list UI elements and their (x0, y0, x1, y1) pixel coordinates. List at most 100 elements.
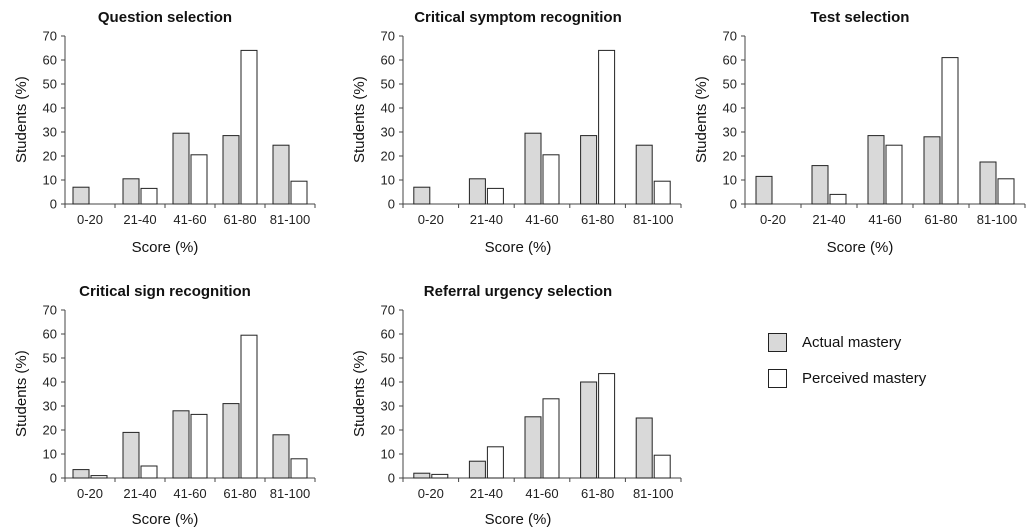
x-tick-label: 61-80 (924, 212, 957, 227)
y-tick-label: 70 (43, 303, 57, 318)
bar-actual-mastery (413, 186, 431, 205)
bar-perceived-mastery (997, 178, 1015, 205)
bar-perceived-mastery (598, 373, 616, 479)
bar-actual-mastery (468, 178, 486, 205)
y-tick-label: 20 (43, 423, 57, 438)
x-tick-label: 81-100 (633, 486, 673, 501)
y-tick-label: 30 (381, 125, 395, 140)
bar-actual-mastery (755, 175, 773, 205)
y-tick-label: 10 (723, 173, 737, 188)
y-tick-label: 30 (43, 125, 57, 140)
x-tick-label: 21-40 (470, 212, 503, 227)
bar-perceived-mastery (190, 154, 208, 205)
chart-title: Referral urgency selection (423, 283, 613, 300)
bar-perceived-mastery (290, 180, 308, 205)
x-tick-label: 21-40 (123, 212, 156, 227)
bar-perceived-mastery (140, 465, 158, 479)
y-tick-label: 10 (43, 447, 57, 462)
legend-swatch-actual (768, 333, 787, 352)
y-tick-label: 60 (381, 53, 395, 68)
x-tick-label: 41-60 (173, 212, 206, 227)
bar-actual-mastery (122, 178, 140, 205)
x-tick-label: 61-80 (223, 486, 256, 501)
bar-actual-mastery (524, 416, 542, 479)
bar-actual-mastery (122, 431, 140, 479)
bar-actual-mastery (72, 186, 90, 205)
chart-plot: 0 10 20 30 40 50 60 70 0-20 21-40 41-60 61-80 81-100 (43, 303, 316, 501)
y-tick-label: 30 (723, 125, 737, 140)
bar-actual-mastery (811, 165, 829, 205)
x-tick-label: 41-60 (525, 212, 558, 227)
x-tick-label: 21-40 (123, 486, 156, 501)
chart-critical-sign-recognition: Critical sign recognition 0 10 20 30 40 50 60 7… (10, 283, 320, 529)
x-tick-label: 0-20 (418, 212, 444, 227)
legend-swatch-perceived (768, 369, 787, 388)
bar-perceived-mastery (240, 334, 258, 479)
y-axis-label: Students (%) (13, 350, 30, 437)
y-tick-label: 0 (50, 471, 57, 486)
x-tick-label: 0-20 (760, 212, 786, 227)
y-tick-label: 0 (50, 197, 57, 212)
x-axis-label: Score (%) (484, 511, 552, 528)
x-tick-label: 61-80 (581, 486, 614, 501)
y-tick-label: 40 (381, 375, 395, 390)
bar-actual-mastery (222, 403, 240, 479)
y-tick-label: 60 (43, 327, 57, 342)
y-tick-label: 40 (381, 101, 395, 116)
y-tick-label: 50 (381, 77, 395, 92)
bar-actual-mastery (172, 132, 190, 205)
bar-actual-mastery (172, 410, 190, 479)
y-tick-label: 60 (723, 53, 737, 68)
legend-label: Perceived mastery (802, 370, 927, 387)
x-tick-label: 61-80 (223, 212, 256, 227)
y-tick-label: 20 (43, 149, 57, 164)
x-axis-label: Score (%) (131, 239, 199, 256)
bar-actual-mastery (524, 132, 542, 205)
x-tick-label: 81-100 (977, 212, 1017, 227)
bar-actual-mastery (867, 135, 885, 205)
y-tick-label: 50 (723, 77, 737, 92)
bar-perceived-mastery (542, 154, 560, 205)
x-axis-label: Score (%) (826, 239, 894, 256)
y-tick-label: 30 (43, 399, 57, 414)
bar-perceived-mastery (885, 144, 903, 205)
y-tick-label: 50 (43, 77, 57, 92)
bar-perceived-mastery (90, 475, 108, 479)
x-tick-label: 81-100 (270, 212, 310, 227)
y-tick-label: 60 (43, 53, 57, 68)
chart-plot: 0 10 20 30 40 50 60 70 0-20 21-40 41-60 61-80 81-100 (723, 29, 1026, 227)
legend-label: Actual mastery (802, 334, 902, 351)
chart-plot: 0 10 20 30 40 50 60 70 0-20 21-40 41-60 61-80 81-100 (43, 29, 316, 227)
chart-title: Question selection (97, 9, 233, 26)
y-tick-label: 20 (381, 149, 395, 164)
y-tick-label: 20 (381, 423, 395, 438)
chart-test-selection: Test selection 0 10 20 30 40 50 60 70 0-20 21-40 4… (690, 9, 1030, 263)
x-tick-label: 81-100 (270, 486, 310, 501)
x-tick-label: 0-20 (77, 486, 103, 501)
y-tick-label: 60 (381, 327, 395, 342)
bar-actual-mastery (979, 161, 997, 205)
chart-question-selection: Question selection 0 10 20 30 40 50 60 70 0-20 21… (10, 9, 320, 263)
y-tick-label: 30 (381, 399, 395, 414)
y-axis-label: Students (%) (351, 350, 368, 437)
y-tick-label: 0 (730, 197, 737, 212)
y-tick-label: 40 (723, 101, 737, 116)
y-tick-label: 10 (381, 173, 395, 188)
bar-actual-mastery (580, 381, 598, 479)
bar-perceived-mastery (941, 57, 959, 205)
y-tick-label: 40 (43, 375, 57, 390)
y-tick-label: 0 (388, 471, 395, 486)
bar-perceived-mastery (829, 193, 847, 205)
y-axis-label: Students (%) (693, 76, 710, 163)
x-tick-label: 41-60 (868, 212, 901, 227)
y-tick-label: 70 (381, 303, 395, 318)
x-axis-label: Score (%) (131, 511, 199, 528)
bar-actual-mastery (272, 144, 290, 205)
y-tick-label: 50 (381, 351, 395, 366)
y-tick-label: 70 (43, 29, 57, 44)
legend-item-perceived: Perceived mastery (768, 369, 988, 388)
y-tick-label: 20 (723, 149, 737, 164)
x-tick-label: 0-20 (418, 486, 444, 501)
x-tick-label: 21-40 (470, 486, 503, 501)
bar-actual-mastery (272, 434, 290, 479)
